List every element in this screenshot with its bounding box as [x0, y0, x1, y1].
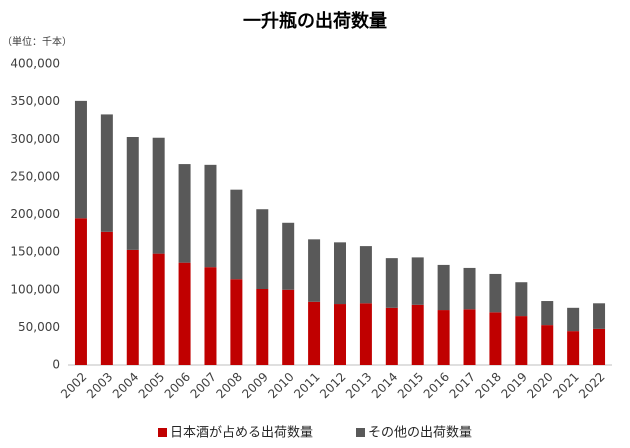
bar-segment [437, 310, 450, 365]
bar-segment [489, 312, 502, 365]
x-tick-label: 2008 [213, 370, 244, 401]
bar-segment [178, 164, 191, 263]
bar-segment [437, 264, 450, 311]
x-tick-label: 2014 [369, 370, 400, 401]
y-tick-label: 350,000 [10, 94, 60, 108]
bar-segment [334, 304, 346, 365]
bar-segment [126, 249, 139, 365]
bar-segment [282, 222, 295, 290]
bar-segment [359, 303, 372, 365]
legend-swatch [356, 428, 365, 437]
x-tick-label: 2003 [84, 370, 115, 401]
legend-swatch [158, 428, 167, 437]
x-tick-label: 2012 [317, 370, 348, 401]
x-tick-label: 2004 [110, 370, 141, 401]
bar-segment [411, 257, 424, 305]
y-tick-label: 100,000 [10, 282, 60, 296]
x-tick-label: 2017 [447, 370, 478, 401]
x-tick-label: 2009 [239, 370, 270, 401]
bar-segment [308, 239, 321, 302]
y-tick-label: 300,000 [10, 132, 60, 146]
bar-segment [74, 100, 87, 219]
bar-segment [385, 258, 398, 308]
bar-segment [489, 273, 502, 313]
x-tick-label: 2006 [162, 370, 193, 401]
y-tick-label: 0 [52, 358, 60, 372]
bar-segment [541, 325, 554, 365]
y-tick-label: 400,000 [10, 57, 60, 71]
bar-segment [204, 267, 217, 365]
bar-segment [230, 279, 243, 365]
bar-segment [152, 137, 165, 254]
bar-segment [541, 301, 554, 326]
legend-label: その他の出荷数量 [368, 426, 472, 441]
y-tick-label: 150,000 [10, 245, 60, 259]
x-tick-label: 2022 [576, 370, 607, 401]
bar-segment [463, 309, 476, 365]
x-tick-label: 2010 [265, 370, 296, 401]
bar-segment [515, 316, 528, 365]
y-tick-label: 200,000 [10, 207, 60, 221]
x-tick-label: 2005 [136, 370, 167, 401]
x-tick-label: 2020 [524, 370, 555, 401]
bar-segment [126, 136, 139, 250]
bar-segment [256, 288, 269, 365]
bar-segment [204, 164, 217, 268]
bar-segment [359, 246, 372, 304]
bar-segment [334, 242, 346, 305]
bar-segment [230, 189, 243, 280]
bar-segment [385, 307, 398, 365]
bar-segment [411, 304, 424, 365]
x-tick-label: 2013 [343, 370, 374, 401]
bar-segment [567, 331, 580, 365]
bar-segment [100, 114, 113, 232]
bar-segment [282, 289, 295, 365]
x-tick-label: 2007 [188, 370, 219, 401]
bar-segment [515, 282, 528, 317]
x-tick-label: 2011 [291, 370, 322, 401]
bar-segment [152, 253, 165, 365]
bar-segment [593, 328, 606, 365]
bar-segment [100, 231, 113, 365]
bar-segment [308, 301, 321, 365]
x-tick-label: 2016 [421, 370, 452, 401]
bar-segment [178, 262, 191, 365]
x-tick-label: 2015 [395, 370, 426, 401]
y-tick-label: 250,000 [10, 169, 60, 183]
bar-segment [74, 218, 87, 365]
bar-segment [256, 209, 269, 289]
x-tick-label: 2021 [550, 370, 581, 401]
chart-title: 一升瓶の出荷数量 [243, 10, 387, 32]
bar-segment [567, 307, 580, 332]
x-tick-label: 2018 [473, 370, 504, 401]
y-tick-label: 50,000 [18, 320, 60, 334]
bar-segment [463, 267, 476, 310]
legend-label: 日本酒が占める出荷数量 [170, 426, 313, 441]
bar-segment [593, 303, 606, 329]
x-tick-label: 2019 [498, 370, 529, 401]
x-tick-label: 2002 [58, 370, 89, 401]
unit-label: （単位：千本） [2, 35, 72, 48]
